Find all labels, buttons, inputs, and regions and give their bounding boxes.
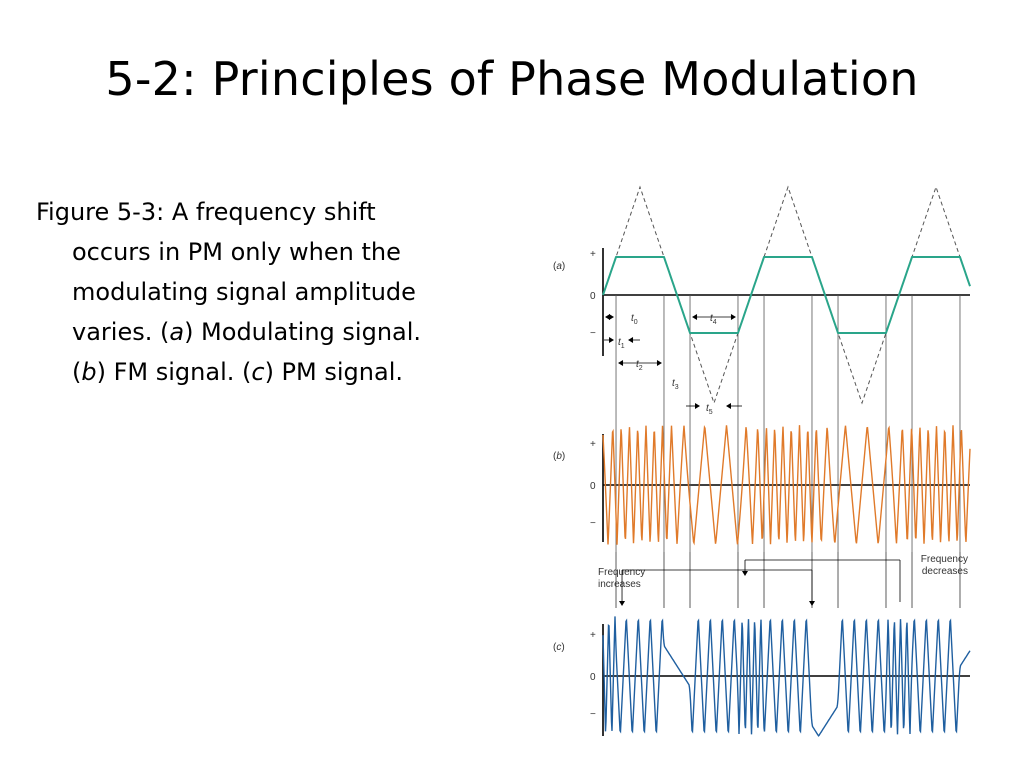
- panel-label-a: (a): [553, 261, 565, 272]
- annotation-increase-line2: increases: [598, 579, 641, 590]
- phase-modulation-diagram: (a)+0−(b)+0−(c)+0−t0t1t2t3t4t5Frequencyi…: [553, 185, 971, 737]
- caption-text: ) FM signal. (: [96, 358, 252, 386]
- pm-signal: [602, 616, 971, 737]
- figure-caption: Figure 5-3: A frequency shift occurs in P…: [36, 192, 496, 392]
- time-label-base: t: [631, 313, 635, 324]
- annotation-decrease-line2: decreases: [922, 566, 968, 577]
- time-label-sub: 3: [675, 384, 679, 391]
- slide-title: 5-2: Principles of Phase Modulation: [105, 52, 919, 106]
- panel-letter: a: [556, 261, 562, 272]
- caption-line: Figure 5-3: A frequency shift: [36, 192, 496, 232]
- t0-arrow-left: [605, 314, 610, 320]
- time-label-sub: 2: [639, 365, 643, 372]
- time-label-base: t: [618, 337, 622, 348]
- t5-arrow-left: [726, 403, 731, 409]
- time-label-base: t: [710, 313, 714, 324]
- decrease-arrow: [742, 571, 748, 576]
- time-label-t3: t3: [672, 378, 679, 391]
- fm-signal: [602, 424, 971, 546]
- time-label-base: t: [672, 378, 676, 389]
- t2-arrow-left: [618, 360, 624, 366]
- caption-text: varies. (: [72, 318, 170, 346]
- time-label-t1: t1: [618, 337, 625, 350]
- increase-arrow: [619, 601, 626, 606]
- caption-text: ) PM signal.: [264, 358, 403, 386]
- axis-zero-label: 0: [590, 481, 596, 492]
- caption-italic: a: [169, 318, 185, 346]
- caption-italic: b: [81, 358, 97, 386]
- paren: (: [553, 451, 557, 462]
- caption-text: (: [72, 358, 82, 386]
- t4-arrow-right: [730, 314, 736, 320]
- time-label-sub: 0: [634, 319, 638, 326]
- t5-arrow-right: [695, 403, 700, 409]
- caption-text: Figure 5-3: A frequency shift: [36, 198, 376, 226]
- caption-line: modulating signal amplitude: [36, 272, 496, 312]
- paren: ): [561, 642, 564, 653]
- time-label-sub: 1: [621, 343, 625, 350]
- panel-letter: c: [556, 642, 561, 653]
- time-label-t4: t4: [710, 313, 717, 326]
- time-label-sub: 5: [709, 409, 713, 416]
- increase-arrow: [809, 601, 815, 606]
- caption-italic: c: [251, 358, 265, 386]
- annotation-decrease-line1: Frequency: [921, 554, 968, 565]
- caption-line: occurs in PM only when the: [36, 232, 496, 272]
- axis-minus-label: −: [590, 709, 596, 720]
- caption-text: modulating signal amplitude: [72, 278, 416, 306]
- paren: (: [553, 261, 557, 272]
- paren: (: [553, 642, 557, 653]
- panel-label-b: (b): [553, 451, 565, 462]
- paren: ): [562, 451, 565, 462]
- caption-text: ) Modulating signal.: [184, 318, 422, 346]
- time-label-t5: t5: [706, 403, 713, 416]
- modulating-signal: [602, 256, 971, 334]
- axis-zero-label: 0: [590, 672, 596, 683]
- time-label-sub: 4: [713, 319, 717, 326]
- caption-line: varies. (a) Modulating signal.: [36, 312, 496, 352]
- axis-minus-label: −: [590, 518, 596, 529]
- axis-plus-label: +: [590, 439, 596, 450]
- axis-plus-label: +: [590, 630, 596, 641]
- axis-minus-label: −: [590, 328, 596, 339]
- time-label-t0: t0: [631, 313, 638, 326]
- paren: ): [562, 261, 565, 272]
- caption-line: (b) FM signal. (c) PM signal.: [36, 352, 496, 392]
- axis-zero-label: 0: [590, 291, 596, 302]
- t2-arrow-right: [656, 360, 662, 366]
- t0-arrow-right: [609, 314, 615, 320]
- axis-plus-label: +: [590, 249, 596, 260]
- time-label-t2: t2: [636, 359, 643, 372]
- panel-letter: b: [556, 451, 562, 462]
- time-label-base: t: [706, 403, 710, 414]
- t1-arrow-left: [628, 337, 634, 343]
- panel-label-c: (c): [553, 642, 565, 653]
- caption-text: occurs in PM only when the: [72, 238, 401, 266]
- time-label-base: t: [636, 359, 640, 370]
- t1-arrow-right: [609, 337, 615, 343]
- t4-arrow-left: [692, 314, 698, 320]
